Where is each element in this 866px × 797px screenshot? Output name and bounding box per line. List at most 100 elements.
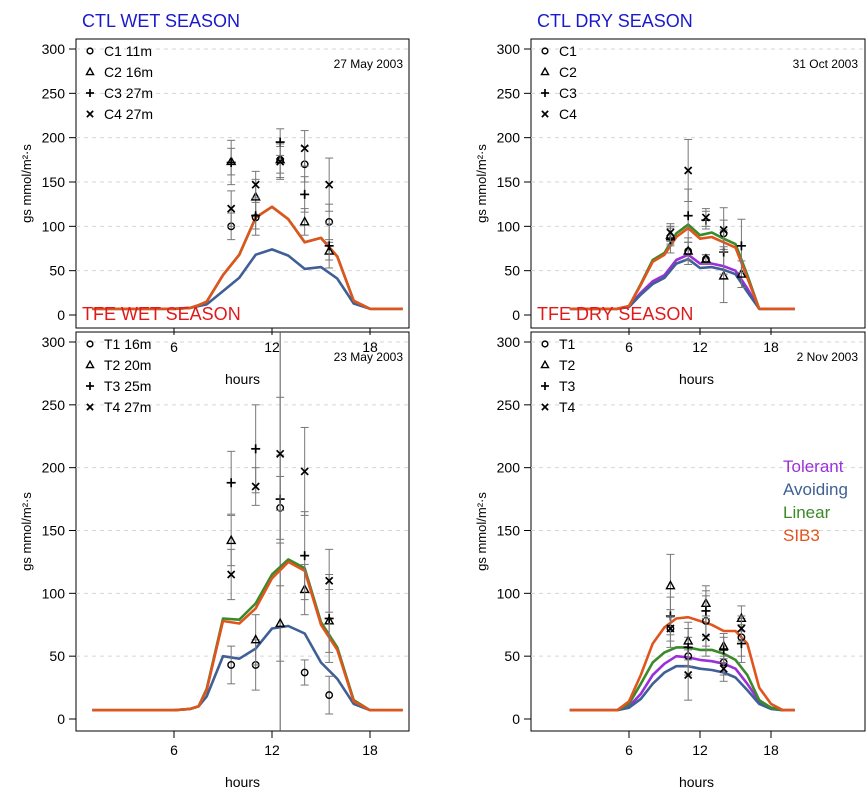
data-point-cross (276, 449, 285, 458)
y-tick-label: 50 (504, 263, 520, 279)
panel-3: TFE WET SEASON 0 50 100 150 200 250 300 6 12 18 hou… (19, 304, 410, 790)
date-label: 23 May 2003 (334, 350, 404, 364)
data-point-plus (251, 444, 261, 454)
y-tick-label: 200 (42, 460, 66, 476)
legend-label: C4 (559, 106, 577, 122)
y-tick-label: 0 (512, 307, 520, 323)
y-tick-label: 300 (42, 334, 66, 350)
legend-symbol-cross-b (86, 403, 94, 411)
y-tick-label: 300 (497, 334, 521, 350)
observation-group-cross (666, 615, 746, 701)
series-line-linear (569, 223, 795, 311)
data-point-cross-b (251, 482, 260, 491)
data-point-plus (719, 645, 729, 655)
data-point-cross (276, 157, 285, 166)
data-point-cross (701, 633, 711, 642)
observation-group-cross (227, 130, 334, 227)
data-point-plus (226, 478, 236, 488)
legend-label: T3 (559, 378, 576, 394)
y-tick-label: 100 (42, 218, 66, 234)
y-tick-label: 150 (42, 174, 66, 190)
legend-symbol-cross-b (86, 110, 94, 118)
y-tick-label: 50 (49, 263, 65, 279)
legend-label: T4 27m (104, 399, 151, 415)
data-point-cross (227, 570, 236, 579)
data-point-cross-b (251, 180, 260, 189)
x-tick-label: 18 (763, 742, 779, 758)
data-point-plus (251, 211, 261, 221)
legend-label: T2 (559, 357, 576, 373)
legend-symbol-circle (541, 47, 549, 55)
series-line-sib3 (569, 615, 795, 712)
legend-symbol-cross (541, 403, 549, 411)
panel-title: TFE DRY SEASON (537, 304, 693, 324)
legend-label: T4 (559, 399, 576, 415)
data-point-circle (325, 691, 334, 700)
data-point-circle (300, 668, 309, 677)
panel-title: CTL WET SEASON (82, 11, 240, 31)
data-point-cross-b (666, 228, 675, 237)
data-point-triangle (718, 270, 729, 280)
plot-frame (75, 38, 410, 329)
data-point-triangle (275, 617, 286, 628)
data-point-cross-b (276, 157, 285, 166)
date-label: 27 May 2003 (334, 57, 404, 71)
data-point-cross-b (276, 449, 285, 458)
data-point-cross-b (300, 144, 309, 153)
panel-4: TFE DRY SEASON 0 50 100 150 200 250 300 6 12 18 hou… (474, 304, 866, 790)
legend-symbol-circle (86, 340, 94, 348)
symbol-legend: T1 16m T2 20m T3 25m T4 27m (85, 336, 151, 415)
legend-symbol-triangle (85, 359, 95, 369)
data-point-cross-b (300, 467, 309, 476)
data-point-cross-b (719, 225, 728, 234)
series-line-avoiding (92, 248, 403, 311)
data-point-plus (300, 551, 310, 561)
panel-title: CTL DRY SEASON (537, 11, 693, 31)
y-tick-label: 100 (42, 585, 66, 601)
data-point-cross (684, 670, 693, 680)
data-point-cross (300, 467, 309, 476)
legend-symbol-cross (86, 403, 94, 411)
legend-symbol-triangle (540, 359, 550, 369)
series-line-linear (92, 558, 403, 712)
symbol-legend: C1 11m C2 16m C3 27m C4 27m (85, 43, 153, 122)
x-tick-label: 12 (692, 742, 708, 758)
x-tick-label: 6 (170, 742, 178, 758)
data-point-cross-b (719, 664, 728, 673)
series-line-tolerant (569, 253, 795, 311)
data-point-triangle (683, 245, 694, 255)
series-line-avoiding (569, 257, 795, 311)
data-point-cross (325, 576, 334, 585)
plot-frame (75, 331, 410, 732)
data-point-plus (226, 157, 236, 167)
y-tick-label: 200 (42, 130, 66, 146)
data-point-plus (300, 189, 310, 199)
legend-label: C3 (559, 85, 577, 101)
data-point-cross-b (227, 204, 236, 213)
data-point-circle (227, 661, 236, 669)
legend-label: T3 25m (104, 378, 151, 394)
data-point-cross-b (227, 570, 236, 579)
series-line-sib3 (92, 560, 403, 712)
x-tick-label: 12 (264, 742, 280, 758)
model-legend-label: Tolerant (783, 457, 844, 476)
y-axis-label: gs mmol/m²·s (19, 144, 34, 223)
data-point-cross (251, 482, 260, 491)
model-lines (569, 615, 795, 712)
y-tick-label: 250 (497, 85, 521, 101)
x-tick-label: 12 (692, 339, 708, 355)
legend-symbol-plus (541, 382, 549, 390)
legend-symbol-cross-b (541, 403, 549, 411)
data-point-plus (736, 241, 746, 251)
data-point-triangle (736, 268, 747, 278)
panel-title: TFE WET SEASON (82, 304, 241, 324)
panel-1: CTL WET SEASON 0 50 100 150 200 250 300 6 12 18 hou… (19, 11, 410, 387)
plot-frame (530, 38, 866, 329)
legend-symbol-plus (541, 89, 549, 97)
data-point-plus (324, 613, 334, 623)
series-line-sib3 (92, 205, 403, 311)
legend-label: C1 (559, 43, 577, 59)
y-tick-label: 0 (57, 307, 65, 323)
x-axis-label: hours (225, 774, 260, 790)
